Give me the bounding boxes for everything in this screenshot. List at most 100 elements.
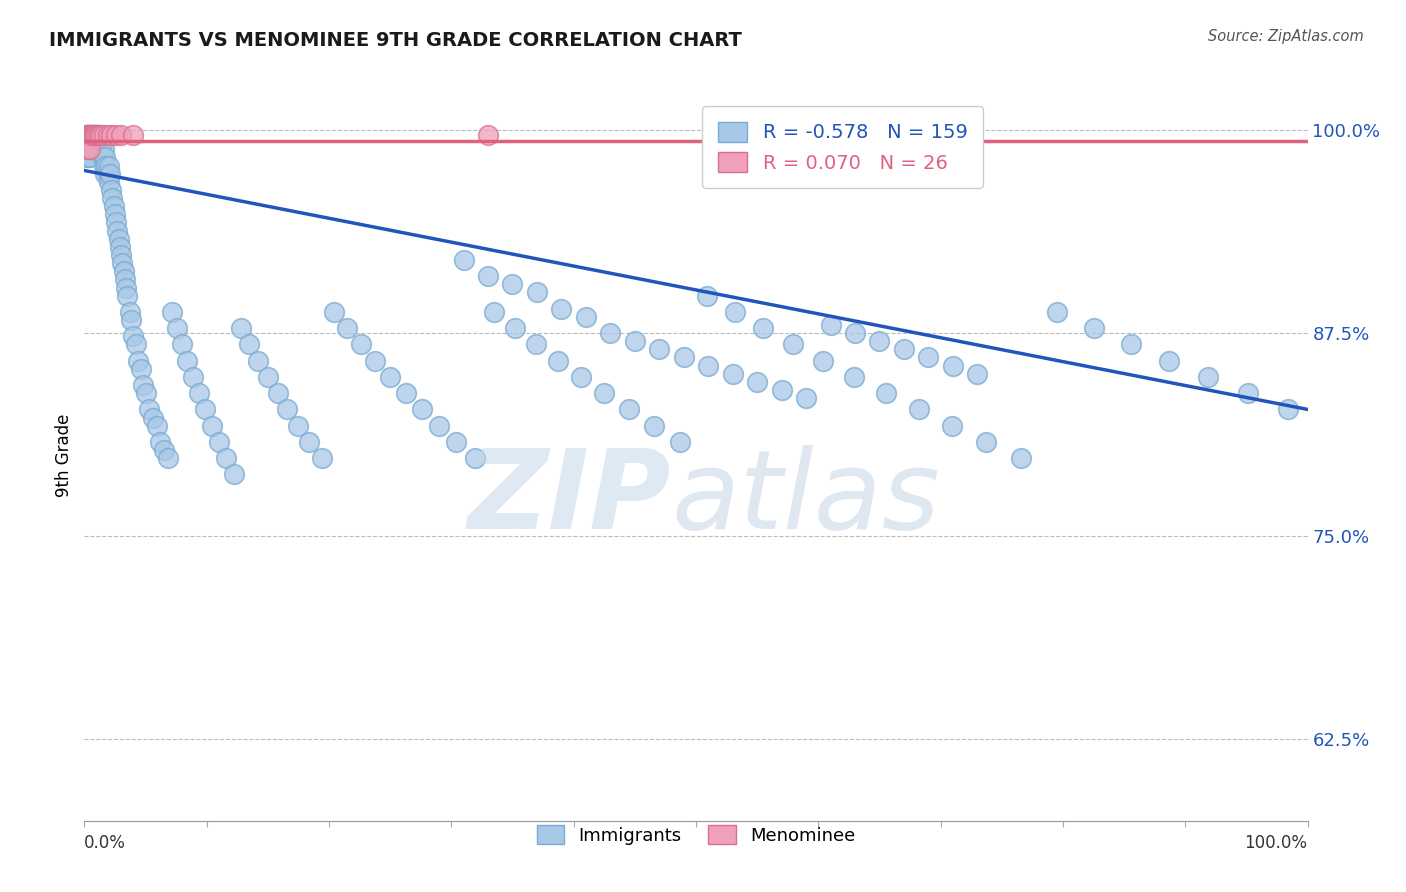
Point (93, 142, 115, 156)
Text: Source: ZipAtlas.com: Source: ZipAtlas.com (1208, 29, 1364, 44)
Point (82, 128, 104, 142)
Point (524, 337, 547, 351)
Point (844, 326, 866, 340)
Point (97, 128, 120, 142)
Point (156, 451, 179, 466)
Point (100, 128, 122, 142)
Point (120, 313, 142, 327)
Point (453, 252, 475, 267)
Point (75, 128, 97, 142)
Point (75, 134, 97, 148)
Point (145, 418, 167, 433)
Point (77, 134, 100, 148)
Point (200, 418, 222, 433)
Point (336, 321, 359, 335)
Point (87, 128, 110, 142)
Point (82, 134, 104, 148)
Point (503, 321, 526, 335)
Point (266, 386, 288, 401)
Point (77, 151, 100, 165)
Point (149, 434, 172, 449)
Point (929, 151, 952, 165)
Point (83, 128, 105, 142)
Point (87, 128, 110, 142)
Point (229, 321, 252, 335)
Point (93, 159, 115, 173)
Point (105, 128, 128, 142)
Point (79, 134, 101, 148)
Point (350, 337, 373, 351)
Point (624, 334, 647, 348)
Point (257, 370, 280, 384)
Point (83, 134, 105, 148)
Point (105, 224, 128, 238)
Point (966, 367, 988, 381)
Point (98, 167, 121, 181)
Point (114, 272, 136, 286)
Point (110, 248, 132, 262)
Point (77, 128, 100, 142)
Point (1198, 370, 1220, 384)
Point (80, 128, 103, 142)
Point (782, 337, 804, 351)
Point (80, 134, 103, 148)
Point (153, 443, 176, 458)
Point (181, 370, 204, 384)
Point (79, 128, 101, 142)
Point (90, 134, 112, 148)
Point (103, 199, 125, 213)
Point (575, 310, 598, 324)
Point (84, 128, 107, 142)
Point (464, 451, 486, 466)
Point (298, 434, 321, 449)
Point (875, 386, 897, 401)
Point (869, 334, 891, 348)
Point (477, 269, 499, 284)
Text: ZIP: ZIP (468, 445, 672, 552)
Point (87, 128, 110, 142)
Point (86, 128, 108, 142)
Text: IMMIGRANTS VS MENOMINEE 9TH GRADE CORRELATION CHART: IMMIGRANTS VS MENOMINEE 9TH GRADE CORREL… (49, 31, 742, 50)
Point (127, 353, 149, 368)
Point (129, 361, 152, 376)
Point (1121, 337, 1143, 351)
Point (380, 370, 402, 384)
Point (188, 386, 211, 401)
Point (112, 264, 135, 278)
Point (79, 142, 101, 156)
Point (138, 402, 160, 417)
Point (208, 434, 231, 449)
Point (842, 370, 865, 384)
Point (770, 383, 793, 397)
Point (97, 159, 120, 173)
Point (76, 128, 98, 142)
Point (709, 128, 731, 142)
Point (697, 359, 720, 373)
Point (752, 321, 775, 335)
Point (77, 134, 100, 148)
Point (1083, 321, 1105, 335)
Point (135, 386, 157, 401)
Point (89, 142, 111, 156)
Point (86, 134, 108, 148)
Point (76, 142, 98, 156)
Legend: Immigrants, Menominee: Immigrants, Menominee (530, 818, 862, 852)
Point (907, 402, 929, 417)
Point (82, 128, 104, 142)
Point (108, 240, 131, 254)
Point (77, 128, 100, 142)
Point (1277, 402, 1299, 417)
Point (86, 142, 108, 156)
Point (444, 434, 467, 449)
Point (569, 370, 592, 384)
Point (75, 142, 97, 156)
Point (91, 151, 114, 165)
Point (162, 305, 184, 319)
Point (721, 367, 744, 381)
Point (115, 280, 138, 294)
Point (83, 128, 105, 142)
Point (311, 451, 333, 466)
Point (395, 386, 418, 401)
Point (724, 305, 747, 319)
Point (89, 134, 111, 148)
